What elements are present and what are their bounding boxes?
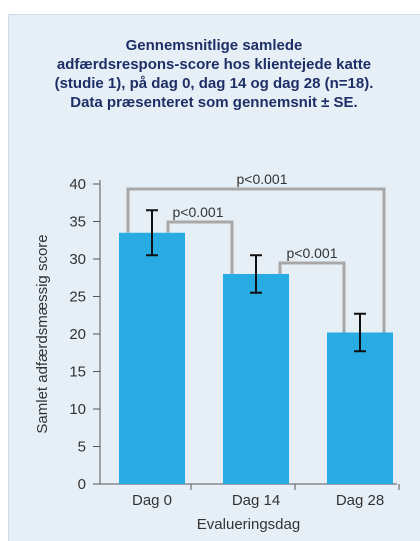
significance-bracket-0 xyxy=(126,187,386,333)
y-tick-label: 5 xyxy=(78,439,86,456)
y-tick-label: 25 xyxy=(69,289,86,306)
significance-label: p<0.001 xyxy=(173,204,224,220)
chart-title: Gennemsnitlige samlede adfærdsrespons-sc… xyxy=(8,36,420,112)
y-tick-label: 40 xyxy=(69,176,86,193)
y-tick-label: 20 xyxy=(69,326,86,343)
y-axis-label: Samlet adfærdsmæssig score xyxy=(34,234,51,433)
x-tick-label: Dag 0 xyxy=(132,492,172,509)
y-tick-label: 35 xyxy=(69,214,86,231)
title-line-2: adfærdsrespons-score hos klientejede kat… xyxy=(56,56,372,73)
significance-label: p<0.001 xyxy=(237,171,288,187)
y-tick-label: 30 xyxy=(69,251,86,268)
title-line-1: Gennemsnitlige samlede xyxy=(125,37,303,54)
x-axis-label: Evalueringsdag xyxy=(197,516,300,533)
significance-label: p<0.001 xyxy=(287,245,338,261)
bar-2 xyxy=(327,332,393,484)
y-tick-label: 10 xyxy=(69,401,86,418)
significance-bracket-2 xyxy=(278,261,346,333)
x-tick-label: Dag 28 xyxy=(336,492,384,509)
bar-0 xyxy=(119,232,185,484)
bar-1 xyxy=(223,274,289,484)
title-line-3: (studie 1), på dag 0, dag 14 og dag 28 (… xyxy=(54,75,374,92)
y-tick-label: 0 xyxy=(78,476,86,493)
y-tick-label: 15 xyxy=(69,364,86,381)
significance-bracket-1 xyxy=(166,220,234,274)
title-line-4: Data præsenteret som gennemsnit ± SE. xyxy=(70,94,358,111)
x-tick-label: Dag 14 xyxy=(232,492,280,509)
